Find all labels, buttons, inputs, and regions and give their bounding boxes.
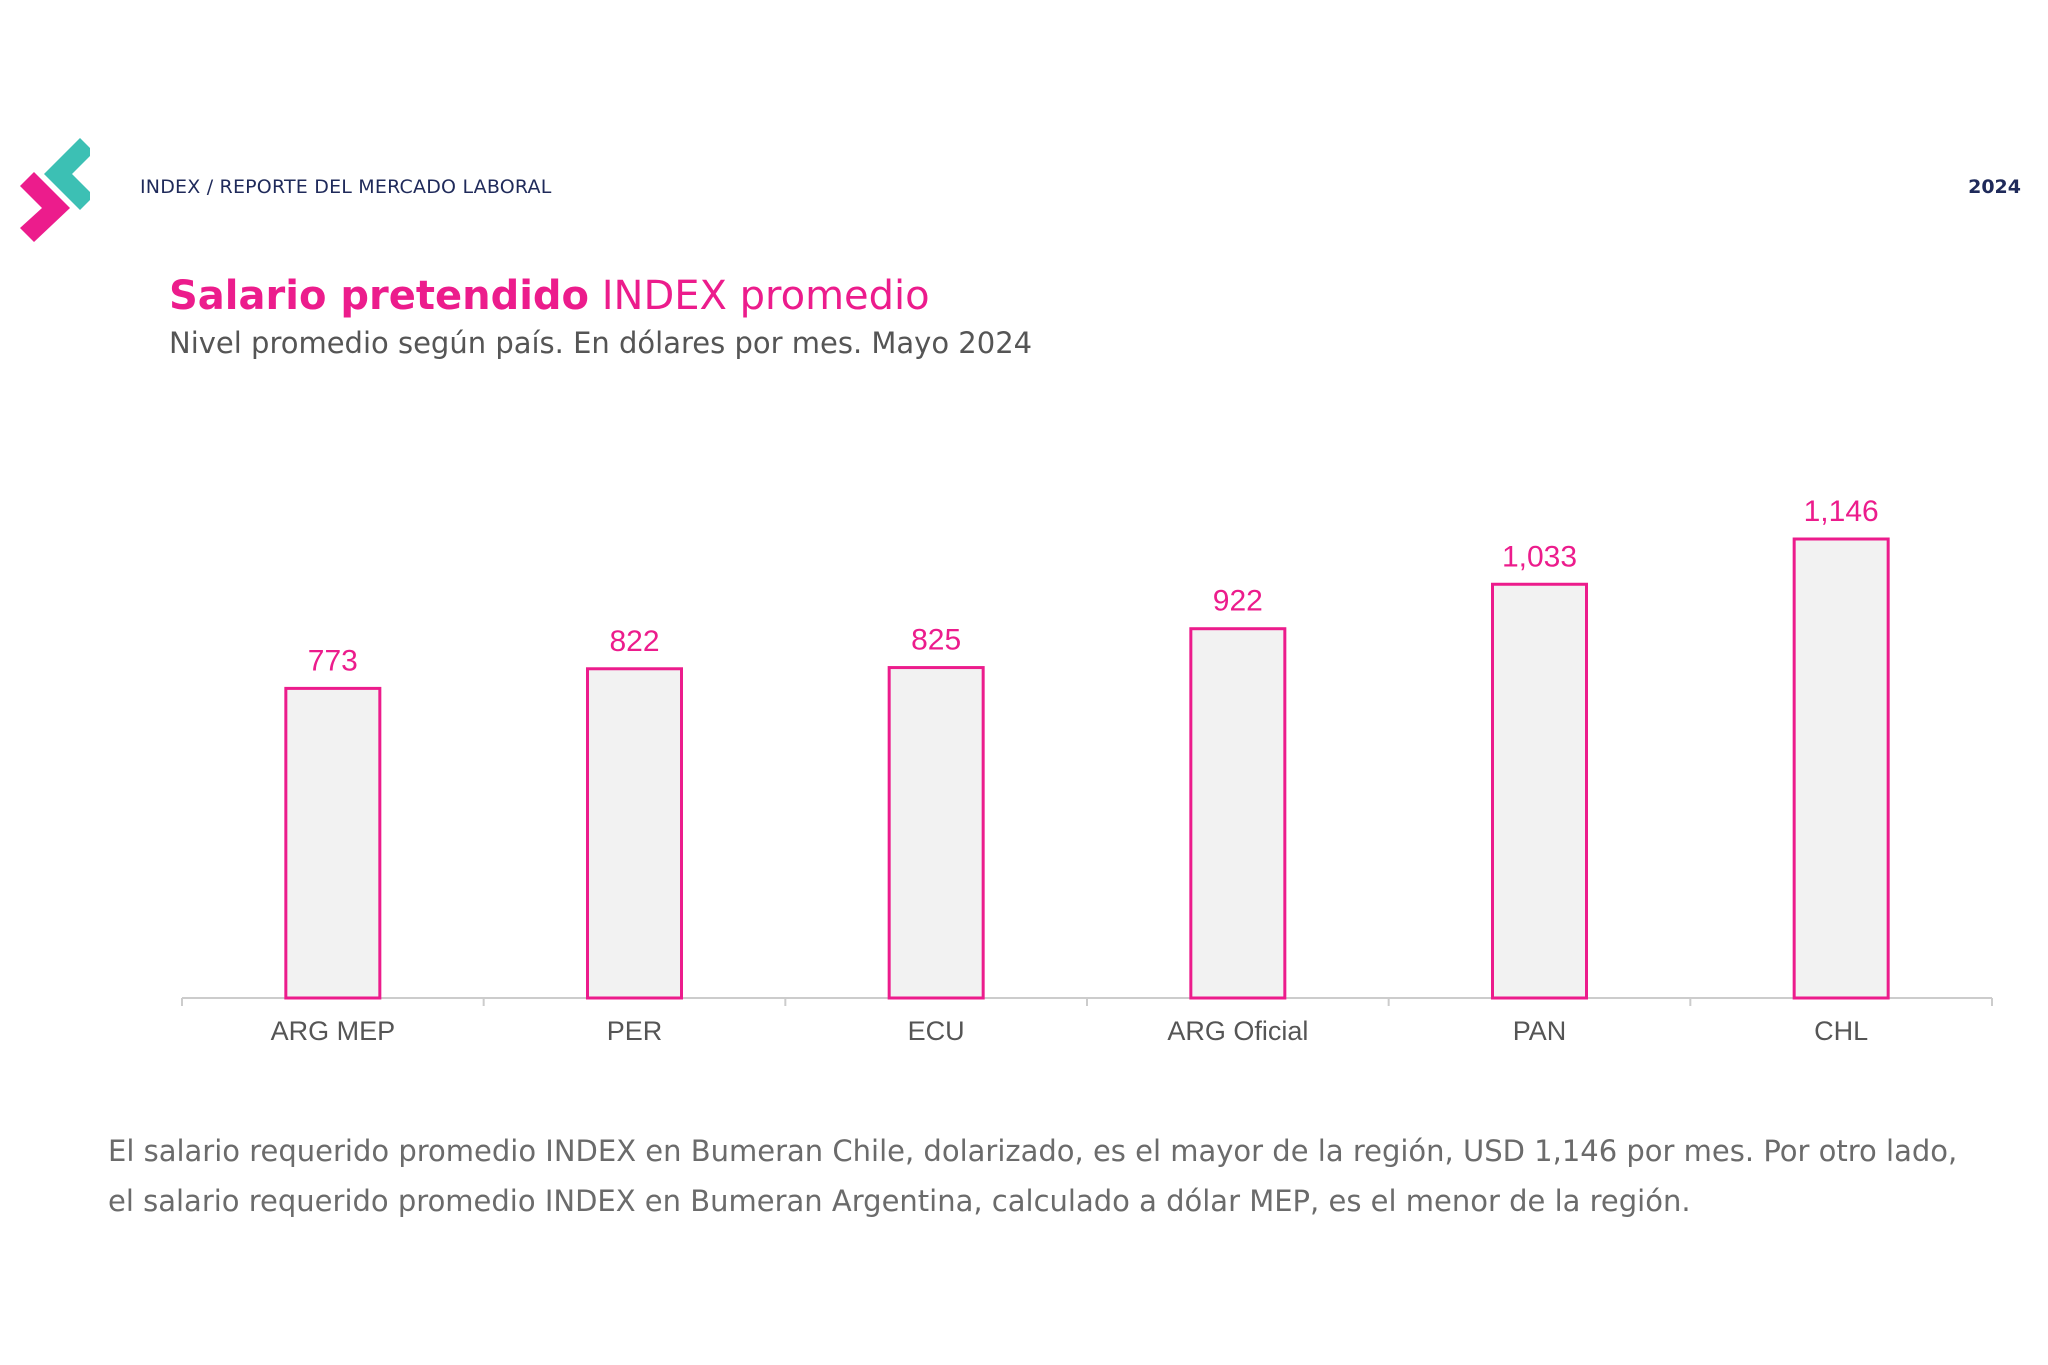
bar-per — [586, 667, 683, 1000]
data-label: 1,146 — [1804, 495, 1879, 528]
bar-ecu — [887, 666, 985, 1000]
bar-arg-mep — [284, 686, 382, 1000]
report-header-label: INDEX / REPORTE DEL MERCADO LABORAL — [140, 176, 552, 198]
bar-chart: 773 ARG MEP 822 PER 825 ECU 922 ARG Oficial 1,03… — [181, 495, 1993, 1046]
chart-title-bold: Salario pretendido — [169, 273, 590, 319]
report-year: 2024 — [1968, 176, 2021, 198]
data-label: 1,033 — [1502, 540, 1577, 573]
bar-arg-oficial — [1189, 627, 1287, 1000]
data-label: 773 — [308, 644, 358, 677]
x-tick-label: CHL — [1814, 1016, 1868, 1046]
bar-pan — [1491, 582, 1588, 1000]
x-tick-label: PAN — [1513, 1016, 1567, 1046]
x-tick-label: ARG Oficial — [1167, 1016, 1308, 1046]
data-label: 822 — [609, 625, 659, 658]
bar-chl — [1792, 537, 1890, 1000]
x-tick-label: ECU — [908, 1016, 965, 1046]
x-tick-label: PER — [607, 1016, 663, 1046]
x-tick-label: ARG MEP — [271, 1016, 396, 1046]
chart-title-regular: INDEX promedio — [601, 273, 930, 319]
brand-logo-icon — [20, 138, 90, 242]
data-label: 922 — [1213, 585, 1263, 618]
chart-title: Salario pretendido INDEX promedio — [169, 270, 930, 322]
chart-footnote: El salario requerido promedio INDEX en B… — [108, 1134, 1958, 1218]
chart-subtitle: Nivel promedio según país. En dólares po… — [169, 326, 1033, 360]
data-label: 825 — [911, 624, 961, 657]
